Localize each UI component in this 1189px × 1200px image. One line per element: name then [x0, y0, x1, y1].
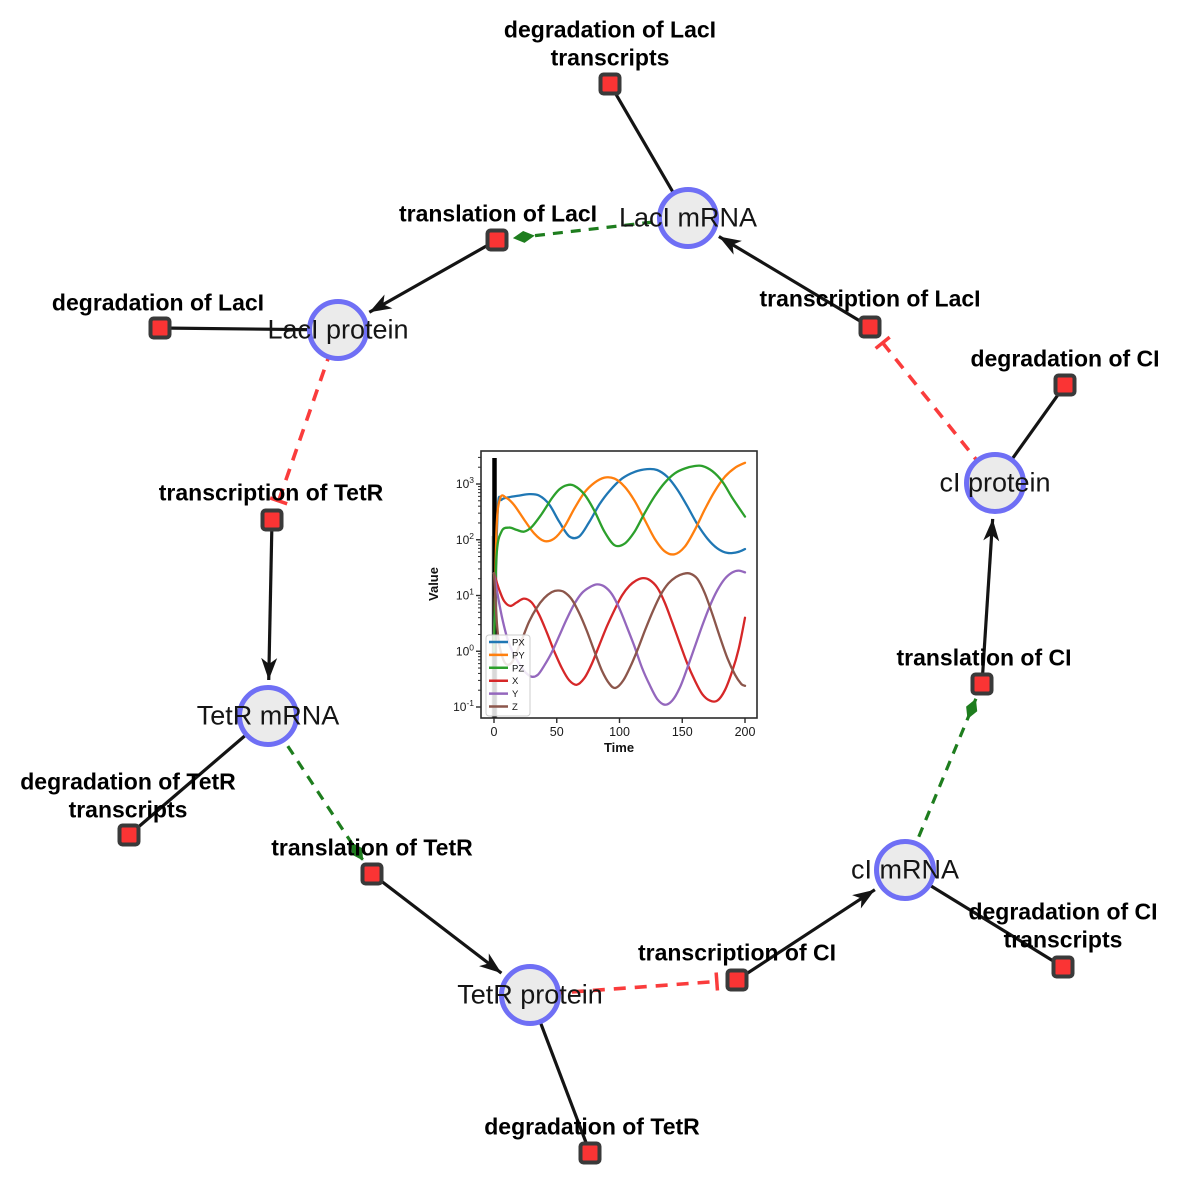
edge-inhibition-tetr-protein-transcription-ci: [529, 972, 720, 997]
x-tick-label: 0: [491, 725, 498, 739]
y-tick-label: 10-1: [453, 698, 474, 714]
series-line-Z: [492, 571, 747, 690]
edge-line-tetr-mrna-deg-tetr-transcripts: [127, 714, 270, 837]
time-course-plot: 0 50 100 150 20010-1100101102103TimeValuePXP…: [426, 450, 758, 755]
x-tick-label: 150: [672, 725, 693, 739]
edge-arrow-translation-laci-laci-protein: [368, 238, 498, 314]
legend-label-PX: PX: [512, 638, 525, 649]
edge-line-ci-protein-degradation-ci: [993, 384, 1067, 484]
legend-label-Z: Z: [512, 702, 518, 713]
y-axis-title: Value: [426, 567, 441, 601]
edge-arrow-translation-tetr-tetr-protein: [371, 872, 503, 975]
series-line-X: [492, 572, 747, 703]
y-tick-label: 100: [456, 642, 474, 658]
edge-line-ci-mrna-deg-ci-transcripts: [904, 868, 1064, 969]
edge-line-tetr-protein-degradation-tetr: [528, 994, 592, 1154]
edge-inhibition-ci-protein-transcription-laci: [874, 335, 997, 485]
y-tick-label: 101: [456, 587, 474, 603]
y-tick-label: 103: [456, 475, 474, 491]
series-line-PZ: [492, 464, 747, 653]
legend-label-X: X: [512, 676, 519, 687]
series-line-PY: [492, 461, 747, 653]
x-tick-label: 200: [735, 725, 756, 739]
legend-label-PY: PY: [512, 650, 525, 661]
edge-modifier-tetr-mrna-translation-tetr: [266, 715, 365, 862]
edge-arrow-transcription-tetr-tetr-mrna: [261, 519, 278, 681]
edge-line-laci-mrna-deg-laci-transcripts: [608, 83, 690, 219]
legend-label-PZ: PZ: [512, 663, 524, 674]
series-line-PX: [492, 467, 747, 636]
x-axis-title: Time: [604, 740, 634, 755]
x-tick-label: 50: [550, 725, 564, 739]
edge-arrow-transcription-ci-ci-mrna: [736, 888, 876, 982]
edge-modifier-ci-mrna-translation-ci: [903, 698, 978, 871]
y-tick-label: 102: [456, 531, 474, 547]
edge-inhibition-laci-protein-transcription-tetr: [269, 329, 340, 506]
edge-arrow-transcription-laci-laci-mrna: [718, 235, 871, 329]
x-tick-label: 100: [609, 725, 630, 739]
edge-arrow-translation-ci-ci-protein: [980, 518, 1000, 685]
edge-modifier-laci-mrna-translation-laci: [512, 216, 689, 243]
edge-line-laci-protein-degradation-laci: [159, 326, 339, 332]
legend-label-Y: Y: [512, 689, 519, 700]
